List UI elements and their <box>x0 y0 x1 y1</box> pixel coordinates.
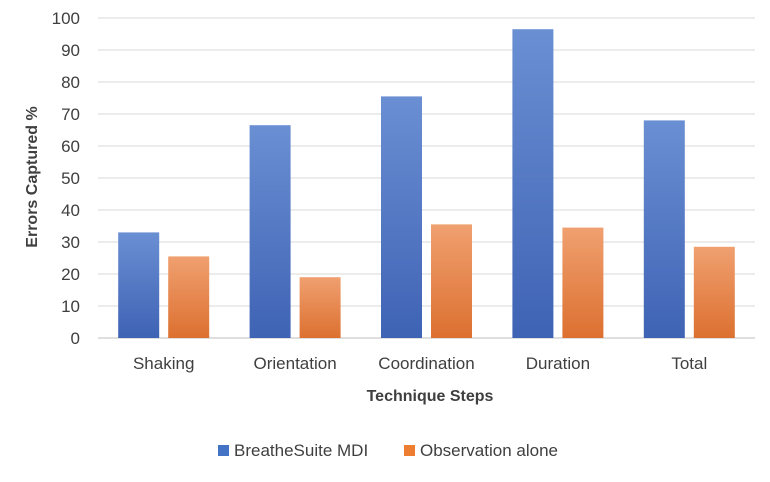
legend-swatch <box>218 445 229 456</box>
bar-observation-duration <box>562 227 604 338</box>
bar-observation-shaking <box>168 256 210 338</box>
y-tick-label: 80 <box>61 73 80 92</box>
y-tick-label: 10 <box>61 297 80 316</box>
bar-observation-coordination <box>431 224 472 338</box>
legend-label: BreatheSuite MDI <box>234 441 368 460</box>
legend-label: Observation alone <box>420 441 558 460</box>
y-tick-label: 100 <box>52 9 80 28</box>
x-category-label: Orientation <box>254 354 337 373</box>
x-category-label: Coordination <box>378 354 474 373</box>
y-tick-label: 60 <box>61 137 80 156</box>
y-tick-label: 30 <box>61 233 80 252</box>
bar-breathesuite-orientation <box>249 125 291 338</box>
y-tick-label: 0 <box>71 329 80 348</box>
x-category-label: Total <box>671 354 707 373</box>
bar-breathesuite-shaking <box>118 232 160 338</box>
bars <box>118 29 735 339</box>
legend: BreatheSuite MDI Observation alone <box>218 441 558 460</box>
y-tick-label: 90 <box>61 41 80 60</box>
x-axis-categories: Shaking Orientation Coordination Duration To… <box>133 354 707 373</box>
legend-swatch <box>404 445 415 456</box>
y-axis-title: Errors Captured % <box>24 106 41 247</box>
y-tick-label: 20 <box>61 265 80 284</box>
bar-breathesuite-duration <box>512 29 554 338</box>
bar-observation-total <box>693 246 735 338</box>
y-axis-ticks: 0 10 20 30 40 50 60 70 80 90 100 <box>52 9 80 348</box>
bar-observation-orientation <box>299 277 341 338</box>
x-category-label: Duration <box>526 354 590 373</box>
y-tick-label: 40 <box>61 201 80 220</box>
x-category-label: Shaking <box>133 354 194 373</box>
y-tick-label: 70 <box>61 105 80 124</box>
y-tick-label: 50 <box>61 169 80 188</box>
bar-breathesuite-coordination <box>381 96 422 339</box>
bar-breathesuite-total <box>643 120 685 339</box>
x-axis-title: Technique Steps <box>367 388 494 405</box>
